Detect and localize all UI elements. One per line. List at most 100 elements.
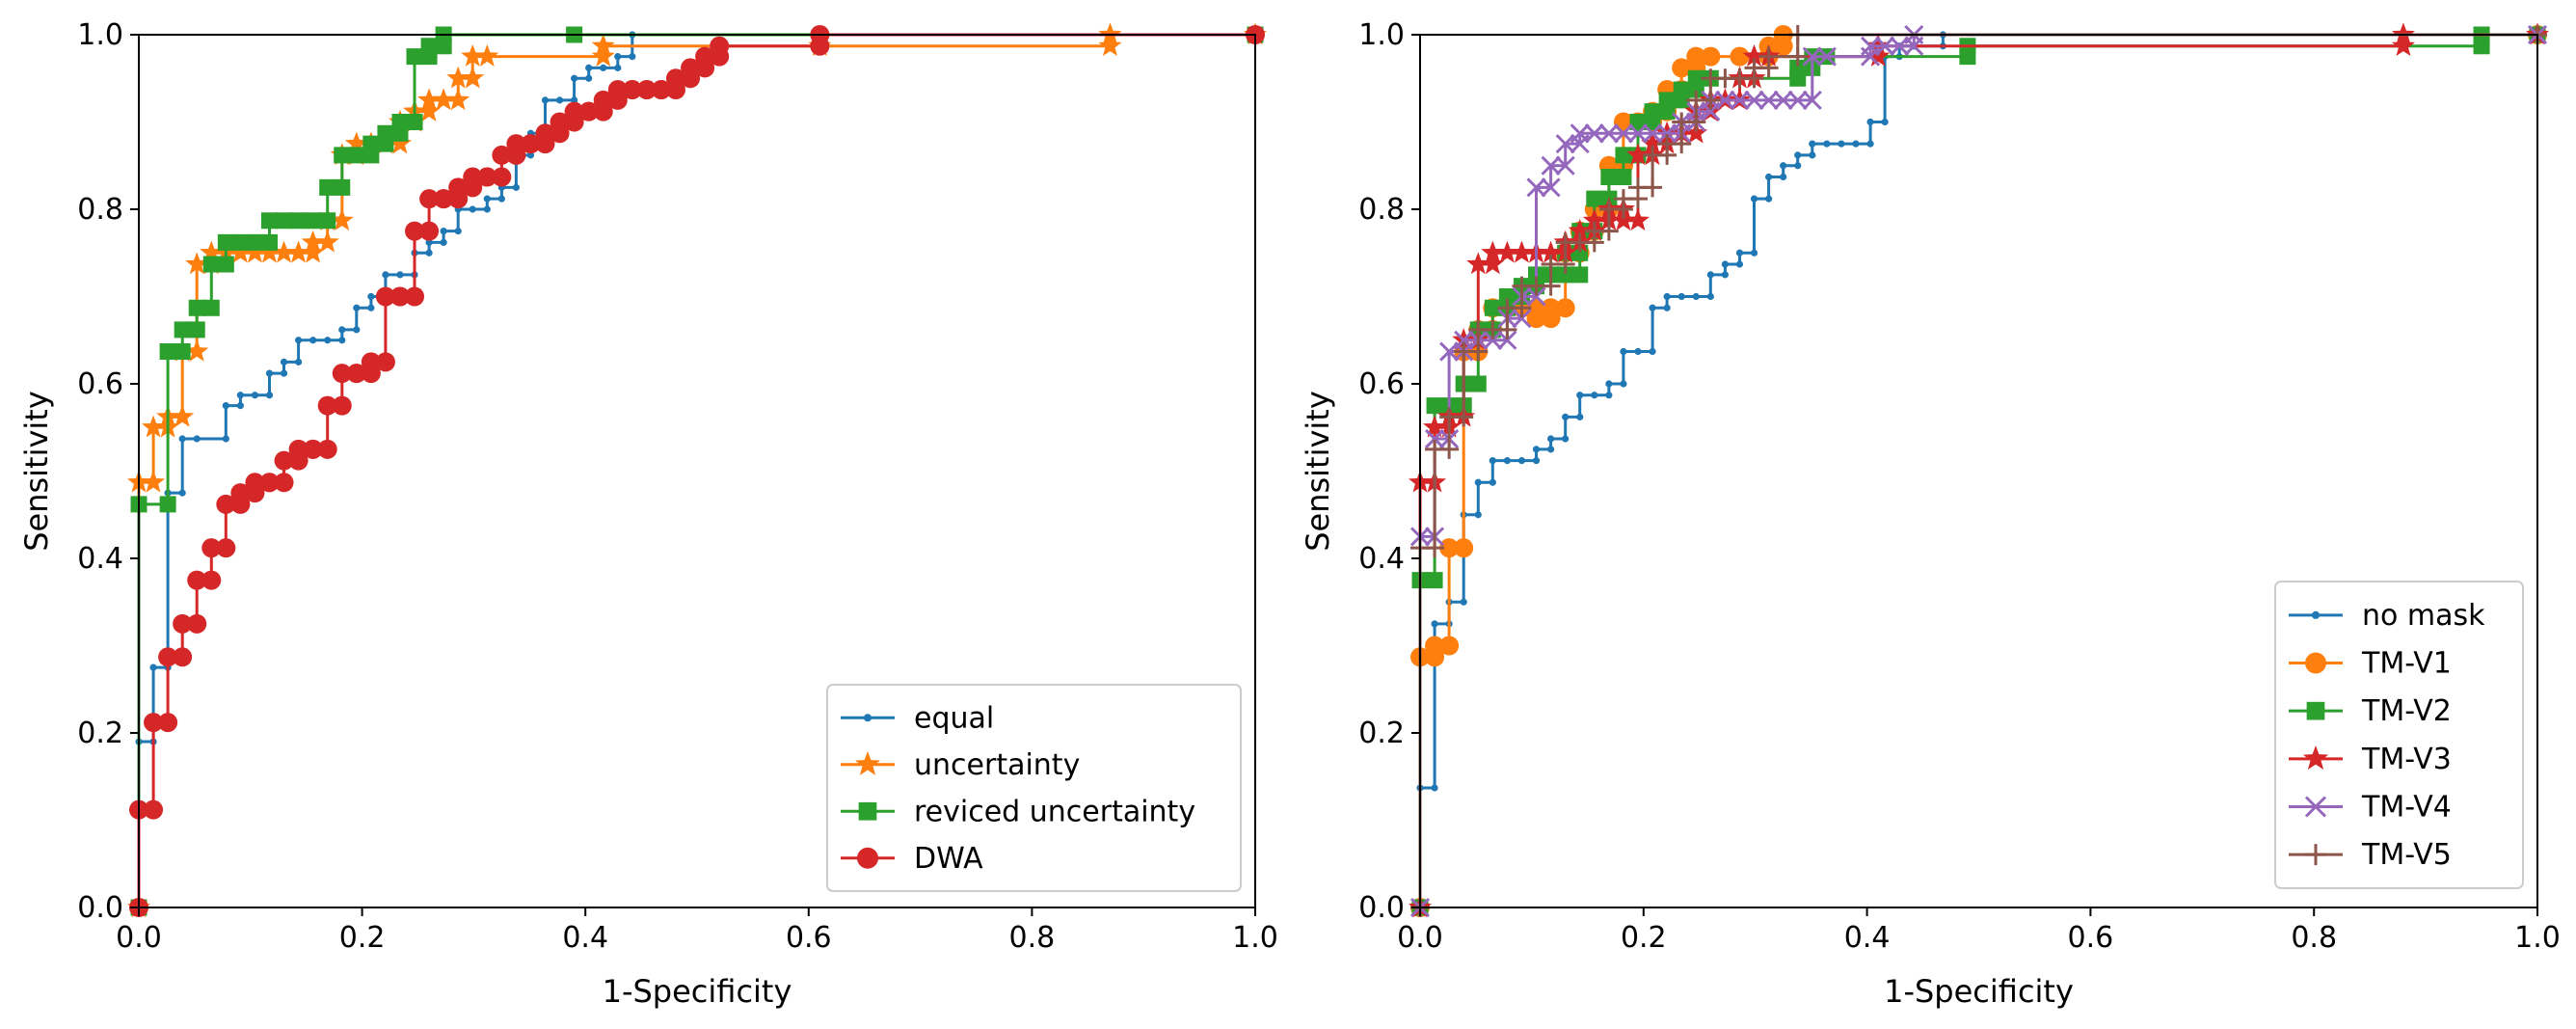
data-point (425, 238, 433, 246)
data-point (1541, 155, 1561, 176)
legend-item: TM-V5 (2289, 838, 2452, 872)
data-point (200, 240, 224, 263)
data-point (288, 439, 309, 459)
data-point (1576, 413, 1584, 420)
data-point (246, 233, 263, 251)
data-point (317, 395, 337, 416)
data-point (1643, 123, 1663, 144)
data-point (222, 435, 229, 443)
data-point (389, 286, 410, 307)
data-point (330, 208, 354, 230)
data-point (159, 343, 176, 361)
data-point (1576, 392, 1584, 399)
marker-stroke (1613, 123, 1633, 144)
data-point (265, 369, 274, 377)
data-point (1605, 380, 1613, 388)
x-tick-label: 0.0 (1397, 921, 1443, 955)
data-point (585, 74, 593, 82)
data-point (1890, 36, 1910, 56)
data-point (1692, 292, 1700, 301)
data-point (259, 473, 280, 493)
data-point (1526, 309, 1546, 329)
data-point (434, 189, 454, 209)
data-point (600, 64, 607, 71)
data-point (1620, 380, 1627, 388)
legend-label: TM-V3 (2361, 743, 2452, 776)
marker-stroke (1802, 46, 1822, 67)
data-point (1510, 240, 1534, 263)
data-point (319, 212, 336, 230)
data-point (1794, 162, 1802, 170)
data-point (591, 34, 615, 56)
data-point (1426, 397, 1443, 415)
x-tick-label: 1.0 (1232, 921, 1278, 955)
data-point (231, 233, 249, 251)
data-point (1613, 123, 1633, 144)
data-point (497, 195, 505, 203)
data-point (1571, 266, 1589, 284)
data-point (1701, 46, 1721, 67)
data-point (272, 240, 296, 263)
data-point (1649, 304, 1656, 311)
data-point (142, 415, 166, 438)
data-point (1861, 36, 1881, 56)
data-point (1526, 177, 1546, 198)
data-point (193, 435, 201, 443)
data-point (448, 177, 469, 198)
data-point (1586, 190, 1603, 207)
legend-label: TM-V5 (2361, 838, 2452, 872)
data-point (1765, 195, 1773, 203)
data-point (1687, 69, 1704, 87)
data-point (171, 404, 195, 427)
legend-box (826, 684, 1242, 892)
data-point (178, 489, 186, 497)
marker-stroke (1787, 90, 1808, 110)
data-point (1780, 173, 1787, 181)
series-line (1418, 33, 2537, 907)
data-point (1541, 177, 1561, 198)
legend-label: DWA (914, 842, 983, 876)
data-point (440, 228, 447, 235)
data-point (1673, 81, 1690, 98)
data-point (338, 337, 346, 344)
data-point (1802, 90, 1822, 110)
data-point (469, 205, 476, 213)
plot-frame (138, 34, 1256, 908)
data-point (1789, 59, 1807, 76)
marker-stroke (2304, 796, 2327, 818)
x-tick-label: 0.4 (1844, 921, 1891, 955)
data-point (1721, 271, 1730, 279)
data-point (1532, 446, 1541, 453)
data-point (1787, 90, 1808, 110)
x-tick-label: 1.0 (2514, 921, 2561, 955)
y-tick-label: 0.0 (77, 891, 123, 925)
data-point (222, 402, 229, 410)
legend-marker (2306, 701, 2325, 720)
data-point (294, 358, 303, 366)
legend-marker (2311, 610, 2321, 619)
data-point (202, 256, 220, 273)
data-point (446, 66, 470, 89)
data-point (1431, 620, 1438, 628)
data-point (406, 48, 423, 66)
data-point (1598, 221, 1619, 241)
data-point (334, 147, 351, 164)
series-equal (135, 31, 1259, 911)
data-point (1641, 131, 1665, 154)
marker-stroke (1627, 123, 1649, 144)
data-point (1686, 46, 1706, 67)
data-point (1584, 123, 1604, 144)
data-point (406, 114, 423, 130)
data-point (614, 64, 622, 71)
data-point (1426, 572, 1443, 589)
legend-label: TM-V1 (2361, 647, 2452, 681)
data-point (236, 402, 244, 410)
data-point (1866, 118, 1874, 126)
data-point (260, 233, 278, 251)
chart-panel-2: 0.0 0.2 0.4 0.6 0.8 1.0 0.0 0.2 0.4 0.6 0.8 1.0 1-Sp… (1300, 18, 2561, 1010)
marker-stroke (1526, 286, 1546, 307)
data-point (1744, 90, 1764, 110)
data-point (348, 147, 365, 164)
data-point (463, 167, 483, 187)
legend-label: TM-V4 (2361, 791, 2452, 825)
